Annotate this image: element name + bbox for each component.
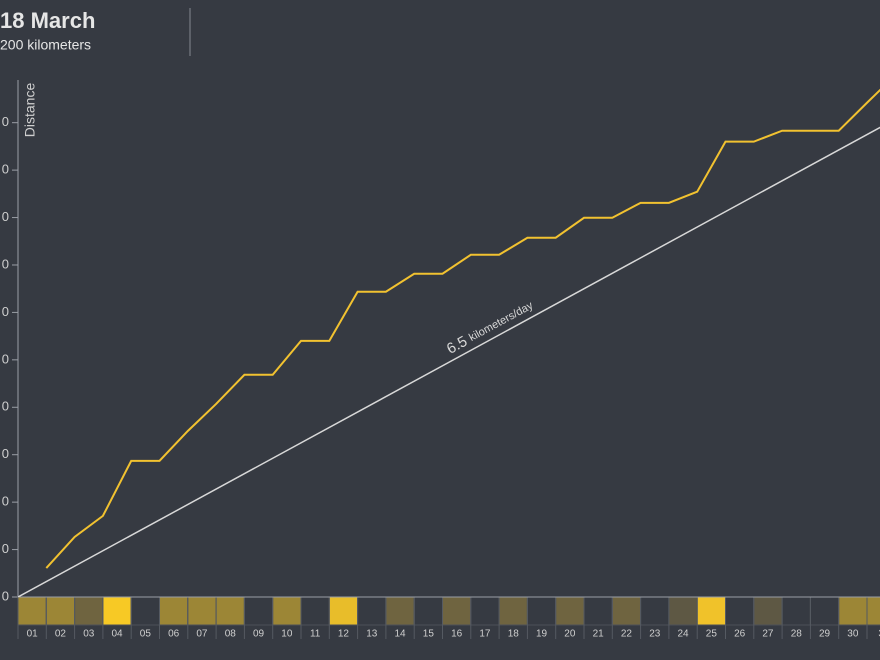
day-cell <box>243 596 274 626</box>
day-cell <box>215 596 245 626</box>
x-tick-label: 04 <box>111 629 123 640</box>
x-tick-label: 23 <box>649 629 661 640</box>
day-cell <box>328 596 359 626</box>
x-tick-label: 3 <box>878 629 880 640</box>
x-tick-label: 20 <box>564 629 576 640</box>
day-cell <box>725 596 755 626</box>
day-cell <box>555 596 585 626</box>
series-line <box>45 88 880 569</box>
reference-line <box>18 126 880 597</box>
x-tick-label: 16 <box>451 629 463 640</box>
y-tick-label: 0 <box>2 541 9 556</box>
day-cell <box>470 596 500 626</box>
reference-label: 6.5kilometers/day <box>444 297 537 358</box>
day-cell <box>526 596 557 626</box>
x-tick-label: 27 <box>762 629 774 640</box>
x-tick-label: 29 <box>819 629 831 640</box>
x-tick-label: 18 <box>508 629 520 640</box>
x-tick-label: 11 <box>310 629 321 640</box>
chart-subtitle: 200 kilometers <box>0 37 91 53</box>
day-cell <box>357 596 387 626</box>
day-cell <box>498 596 528 626</box>
x-tick-label: 17 <box>479 629 491 640</box>
y-tick-label: 0 <box>2 446 9 461</box>
chart-title: 18 March <box>0 8 95 33</box>
day-cell <box>385 596 415 626</box>
day-cell <box>696 596 727 626</box>
y-tick-label: 0 <box>2 256 9 271</box>
day-cell <box>300 596 330 626</box>
day-cell <box>187 596 217 626</box>
day-cell <box>74 596 104 626</box>
reference-rate: 6.5 <box>444 333 470 358</box>
y-tick-label: 0 <box>2 399 9 414</box>
day-cell <box>130 596 160 626</box>
y-tick-label: 0 <box>2 162 9 177</box>
x-tick-label: 09 <box>253 629 265 640</box>
x-tick-label: 22 <box>621 629 633 640</box>
day-cell <box>17 596 47 626</box>
x-tick-label: 21 <box>593 629 605 640</box>
day-cell <box>640 596 670 626</box>
x-tick-label: 07 <box>196 629 208 640</box>
y-tick-label: 0 <box>2 114 9 129</box>
x-tick-label: 12 <box>338 629 350 640</box>
x-tick-label: 14 <box>394 629 406 640</box>
x-tick-label: 13 <box>366 629 378 640</box>
day-cell <box>583 596 613 626</box>
day-cell <box>809 596 840 626</box>
day-cell <box>102 596 132 626</box>
y-tick-label: 0 <box>2 304 9 319</box>
x-tick-label: 19 <box>536 629 548 640</box>
plot <box>18 88 880 597</box>
day-cell <box>753 596 783 626</box>
reference-unit: kilometers/day <box>467 299 535 344</box>
x-tick-label: 05 <box>140 629 152 640</box>
day-cell <box>781 596 811 626</box>
y-tick-label: 0 <box>2 209 9 224</box>
y-tick-label: 0 <box>2 588 9 603</box>
x-tick-label: 10 <box>281 629 293 640</box>
x-tick-label: 24 <box>677 629 689 640</box>
x-tick-label: 25 <box>706 629 718 640</box>
x-tick-label: 28 <box>791 629 803 640</box>
x-tick-label: 08 <box>225 629 237 640</box>
y-axis-label: Distance <box>22 83 38 138</box>
y-tick-label: 0 <box>2 351 9 366</box>
day-cell <box>866 596 880 626</box>
x-tick-label: 02 <box>55 629 67 640</box>
day-cell <box>45 596 76 626</box>
x-tick-label: 15 <box>423 629 435 640</box>
y-tick-label: 0 <box>2 494 9 509</box>
x-tick-label: 06 <box>168 629 180 640</box>
x-tick-label: 03 <box>83 629 95 640</box>
day-cell <box>838 596 868 626</box>
day-cell <box>442 596 472 626</box>
day-cell <box>611 596 642 626</box>
x-tick-label: 01 <box>27 629 39 640</box>
x-tick-label: 26 <box>734 629 746 640</box>
day-cell <box>159 596 189 626</box>
x-tick-label: 30 <box>847 629 859 640</box>
day-cell <box>272 596 302 626</box>
day-cell <box>413 596 444 626</box>
day-cell <box>668 596 698 626</box>
